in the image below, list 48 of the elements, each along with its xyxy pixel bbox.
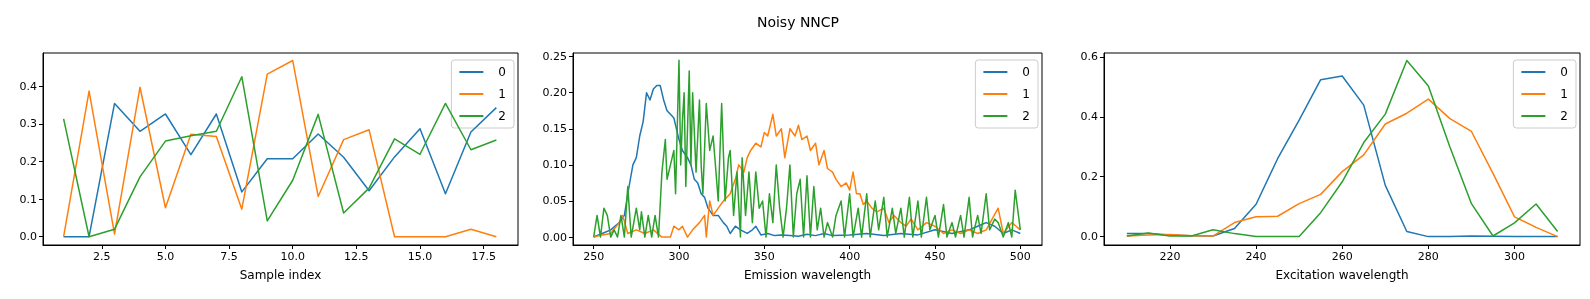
- x-tick-label: 220: [1159, 250, 1181, 263]
- legend-label: 1: [498, 87, 507, 101]
- x-axis-title: Sample index: [239, 268, 322, 282]
- y-tick-label: 0.20: [542, 86, 567, 100]
- y-tick-label: 0.15: [542, 122, 567, 136]
- legend-label: 1: [1022, 87, 1031, 101]
- legend-label: 2: [498, 109, 507, 123]
- legend-label: 0: [1022, 65, 1031, 79]
- y-tick-label: 0.4: [1080, 110, 1098, 124]
- x-tick-label: 240: [1245, 250, 1267, 263]
- x-tick-label: 2.5: [93, 250, 111, 263]
- x-tick-label: 7.5: [220, 250, 238, 263]
- legend-label: 0: [1560, 65, 1569, 79]
- chart-title: Noisy NNCP: [756, 14, 840, 30]
- x-tick-label: 450: [924, 250, 946, 263]
- y-tick-label: 0.2: [19, 154, 37, 168]
- x-tick-label: 5.0: [156, 250, 175, 263]
- legend-label: 2: [1022, 109, 1031, 123]
- x-tick-label: 10.0: [280, 250, 305, 263]
- x-tick-label: 280: [1417, 250, 1439, 263]
- x-tick-label: 250: [583, 250, 605, 263]
- x-tick-label: 500: [1009, 250, 1031, 263]
- y-tick-label: 0.6: [1080, 50, 1098, 64]
- line-series: [62, 102, 498, 238]
- line-series: [592, 113, 1022, 238]
- legend-label: 2: [1560, 109, 1569, 123]
- x-axis-title: Excitation wavelength: [1275, 268, 1409, 282]
- y-tick-label: 0.2: [1080, 170, 1098, 184]
- x-tick-label: 400: [839, 250, 861, 263]
- y-tick-label: 0.25: [542, 50, 567, 64]
- x-axis-title: Emission wavelength: [743, 268, 872, 282]
- y-tick-label: 0.05: [542, 194, 567, 208]
- y-tick-label: 0.1: [19, 192, 37, 206]
- x-tick-label: 17.5: [471, 250, 496, 263]
- x-tick-label: 12.5: [344, 250, 369, 263]
- x-tick-label: 300: [1504, 250, 1526, 263]
- x-tick-label: 15.0: [407, 250, 433, 263]
- y-tick-label: 0.0: [1080, 230, 1098, 244]
- y-tick-label: 0.0: [19, 230, 37, 244]
- legend-label: 0: [498, 65, 507, 79]
- legend-label: 1: [1560, 87, 1569, 101]
- y-tick-label: 0.4: [19, 79, 37, 93]
- x-tick-label: 300: [668, 250, 690, 263]
- x-tick-label: 350: [753, 250, 775, 263]
- y-tick-label: 0.3: [19, 117, 37, 131]
- y-tick-label: 0.10: [542, 158, 567, 172]
- y-tick-label: 0.00: [542, 230, 567, 244]
- x-tick-label: 260: [1331, 250, 1353, 263]
